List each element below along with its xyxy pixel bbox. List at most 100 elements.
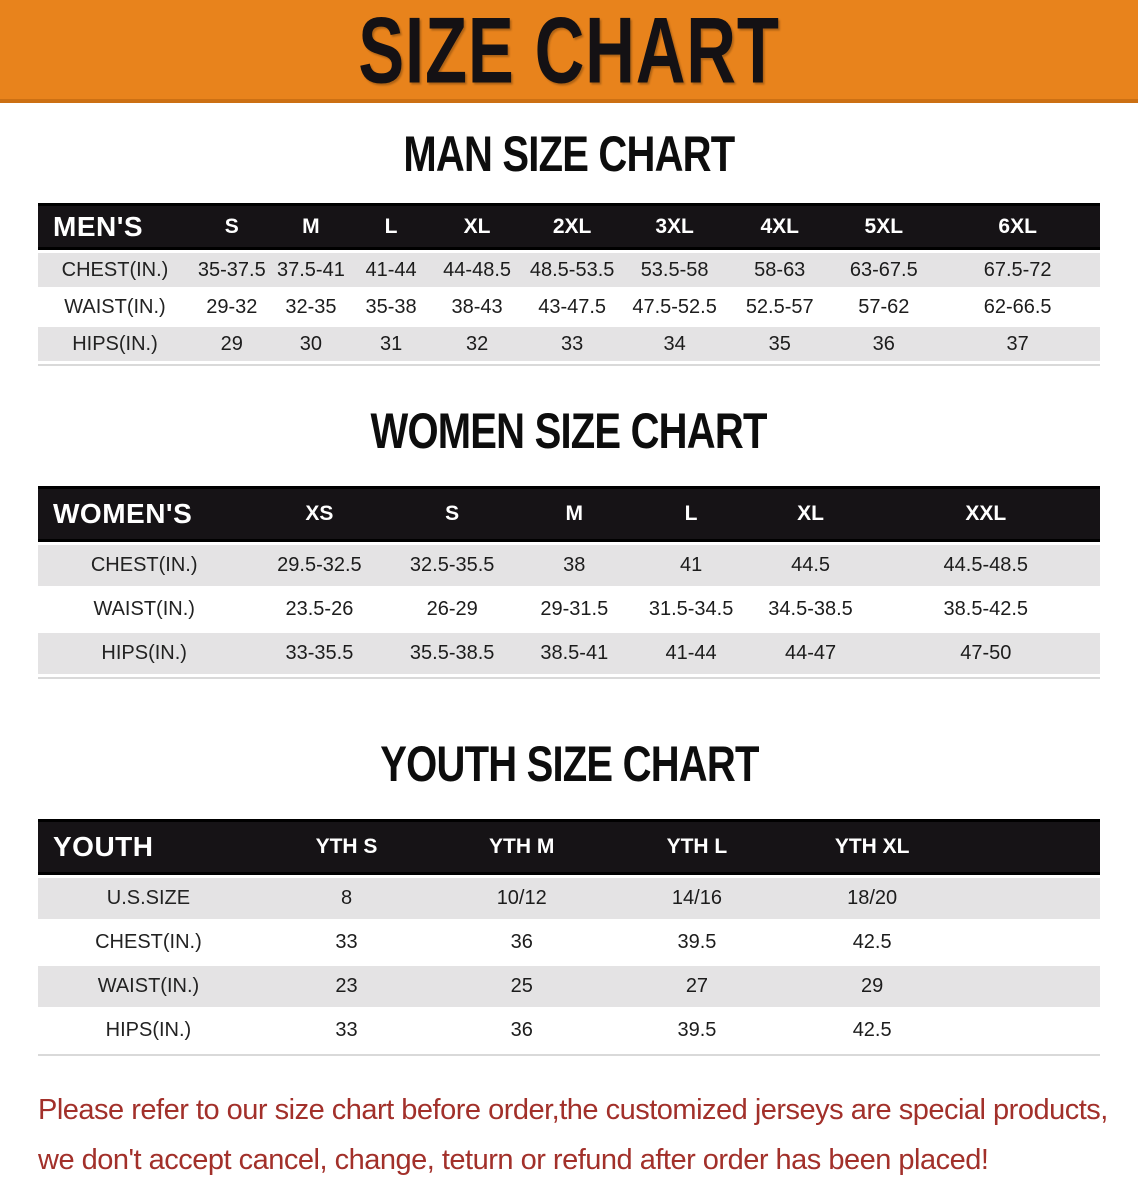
table-header-label: YOUTH — [38, 819, 259, 875]
size-value-cell: 44-48.5 — [431, 253, 523, 287]
size-column-header: 4XL — [727, 203, 833, 250]
size-column-header: M — [271, 203, 351, 250]
row-label: U.S.SIZE — [38, 878, 259, 919]
table-row: CHEST(IN.) 29.5-32.5 32.5-35.5 38 41 44.5 44.5… — [38, 545, 1100, 586]
size-column-header: XL — [431, 203, 523, 250]
size-column-header: 6XL — [935, 203, 1100, 250]
size-value-cell: 53.5-58 — [622, 253, 728, 287]
size-value-cell: 52.5-57 — [727, 290, 833, 324]
size-value-cell: 27 — [609, 966, 785, 1007]
size-value-cell: 29-32 — [191, 290, 272, 324]
row-label: HIPS(IN.) — [38, 633, 251, 674]
size-column-header: YTH M — [434, 819, 610, 875]
table-row: WAIST(IN.) 23.5-26 26-29 29-31.5 31.5-34.5 34… — [38, 589, 1100, 630]
row-label: HIPS(IN.) — [38, 1010, 259, 1051]
size-value-cell: 29 — [191, 327, 272, 361]
size-value-cell: 18/20 — [784, 878, 960, 919]
row-label: WAIST(IN.) — [38, 589, 251, 630]
row-spacer — [959, 966, 1100, 1007]
row-label: HIPS(IN.) — [38, 327, 192, 361]
size-value-cell: 37 — [935, 327, 1100, 361]
size-column-header: S — [191, 203, 272, 250]
table-header-label: MEN'S — [38, 203, 192, 250]
size-column-header: 5XL — [832, 203, 936, 250]
size-column-header: 3XL — [622, 203, 728, 250]
size-value-cell: 38-43 — [431, 290, 523, 324]
header-spacer — [959, 819, 1100, 875]
size-value-cell: 36 — [434, 922, 610, 963]
size-value-cell: 33 — [522, 327, 623, 361]
size-value-cell: 37.5-41 — [271, 253, 351, 287]
row-spacer — [959, 878, 1100, 919]
size-value-cell: 29.5-32.5 — [250, 545, 389, 586]
size-value-cell: 35-37.5 — [191, 253, 272, 287]
size-value-cell: 38.5-42.5 — [871, 589, 1100, 630]
size-column-header: XXL — [871, 486, 1100, 542]
row-label: WAIST(IN.) — [38, 966, 259, 1007]
size-value-cell: 47.5-52.5 — [622, 290, 728, 324]
size-value-cell: 23.5-26 — [250, 589, 389, 630]
size-chart-content: MAN SIZE CHART MEN'S S M L XL 2XL 3XL 4XL 5XL 6XL… — [0, 129, 1138, 1186]
size-value-cell: 30 — [271, 327, 351, 361]
size-value-cell: 67.5-72 — [935, 253, 1100, 287]
table-row: WAIST(IN.) 23 25 27 29 — [38, 966, 1100, 1007]
youth-size-table: YOUTH YTH S YTH M YTH L YTH XL U.S.SIZE 8 10/12… — [38, 816, 1100, 1056]
size-value-cell: 44.5 — [749, 545, 872, 586]
size-value-cell: 31 — [350, 327, 432, 361]
size-value-cell: 25 — [434, 966, 610, 1007]
size-value-cell: 44-47 — [749, 633, 872, 674]
youth-size-table-wrap: YOUTH YTH S YTH M YTH L YTH XL U.S.SIZE 8 10/12… — [38, 816, 1100, 1056]
size-value-cell: 34 — [622, 327, 728, 361]
size-column-header: YTH L — [609, 819, 785, 875]
banner-title: SIZE CHART — [358, 0, 780, 103]
disclaimer-line-2: we don't accept cancel, change, teturn o… — [38, 1143, 989, 1176]
man-section-heading: MAN SIZE CHART — [403, 126, 735, 182]
size-chart-banner: SIZE CHART — [0, 0, 1138, 103]
women-size-table-wrap: WOMEN'S XS S M L XL XXL CHEST(IN.) 29.5-32.5 32.5… — [38, 483, 1100, 679]
women-size-table: WOMEN'S XS S M L XL XXL CHEST(IN.) 29.5-32.5 32.5… — [38, 483, 1100, 679]
size-column-header: XS — [250, 486, 389, 542]
size-column-header: M — [515, 486, 633, 542]
size-value-cell: 41-44 — [350, 253, 432, 287]
size-value-cell: 33 — [258, 1010, 435, 1051]
order-disclaimer: Please refer to our size chart before or… — [38, 1086, 1108, 1186]
size-column-header: L — [350, 203, 432, 250]
size-value-cell: 39.5 — [609, 922, 785, 963]
women-section-heading: WOMEN SIZE CHART — [370, 403, 768, 459]
row-spacer — [959, 1010, 1100, 1051]
size-value-cell: 48.5-53.5 — [522, 253, 623, 287]
men-size-table-wrap: MEN'S S M L XL 2XL 3XL 4XL 5XL 6XL CHEST(IN.) 35-37… — [38, 200, 1100, 366]
table-row: CHEST(IN.) 33 36 39.5 42.5 — [38, 922, 1100, 963]
table-row: HIPS(IN.) 33 36 39.5 42.5 — [38, 1010, 1100, 1051]
size-value-cell: 41 — [632, 545, 750, 586]
size-value-cell: 10/12 — [434, 878, 610, 919]
size-value-cell: 26-29 — [388, 589, 516, 630]
men-size-table: MEN'S S M L XL 2XL 3XL 4XL 5XL 6XL CHEST(IN.) 35-37… — [38, 200, 1100, 366]
row-label: CHEST(IN.) — [38, 922, 259, 963]
size-column-header: YTH XL — [784, 819, 960, 875]
size-value-cell: 33-35.5 — [250, 633, 389, 674]
size-column-header: XL — [749, 486, 872, 542]
size-value-cell: 34.5-38.5 — [749, 589, 872, 630]
table-row: HIPS(IN.) 33-35.5 35.5-38.5 38.5-41 41-44 44-… — [38, 633, 1100, 674]
size-value-cell: 23 — [258, 966, 435, 1007]
row-label: CHEST(IN.) — [38, 253, 192, 287]
size-value-cell: 62-66.5 — [935, 290, 1100, 324]
row-spacer — [959, 922, 1100, 963]
size-value-cell: 44.5-48.5 — [871, 545, 1100, 586]
size-value-cell: 14/16 — [609, 878, 785, 919]
size-value-cell: 32-35 — [271, 290, 351, 324]
size-value-cell: 38.5-41 — [515, 633, 633, 674]
size-value-cell: 41-44 — [632, 633, 750, 674]
table-row: U.S.SIZE 8 10/12 14/16 18/20 — [38, 878, 1100, 919]
size-value-cell: 57-62 — [832, 290, 936, 324]
size-value-cell: 42.5 — [784, 1010, 960, 1051]
size-value-cell: 36 — [434, 1010, 610, 1051]
size-column-header: YTH S — [258, 819, 435, 875]
size-value-cell: 36 — [832, 327, 936, 361]
size-value-cell: 47-50 — [871, 633, 1100, 674]
size-value-cell: 33 — [258, 922, 435, 963]
size-value-cell: 29-31.5 — [515, 589, 633, 630]
table-header-label: WOMEN'S — [38, 486, 251, 542]
size-value-cell: 43-47.5 — [522, 290, 623, 324]
